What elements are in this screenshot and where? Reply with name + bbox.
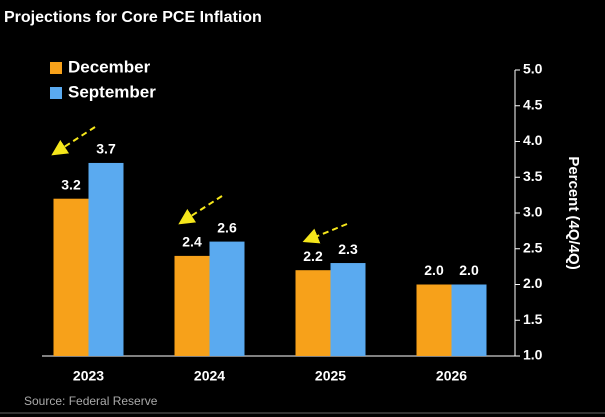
- legend-swatch: [50, 87, 62, 99]
- arrow: [302, 223, 348, 244]
- source: Source: Federal Reserve: [24, 394, 158, 408]
- bar: [295, 270, 331, 356]
- value-label: 3.2: [61, 176, 81, 192]
- y-tick-label: 1.0: [523, 347, 543, 363]
- bar: [88, 162, 124, 356]
- value-label: 2.3: [338, 241, 358, 257]
- legend-label: December: [68, 57, 151, 76]
- annotation-arrows: [51, 126, 348, 244]
- y-tick-label: 5.0: [523, 61, 543, 77]
- y-tick-label: 3.5: [523, 168, 543, 184]
- y-tick-label: 3.0: [523, 204, 543, 220]
- value-label: 2.4: [182, 234, 202, 250]
- value-label: 2.0: [424, 262, 444, 278]
- value-label: 2.2: [303, 248, 323, 264]
- bar: [330, 263, 366, 356]
- arrow: [51, 126, 96, 156]
- bar: [174, 255, 210, 356]
- x-tick-label: 2024: [194, 368, 225, 384]
- value-label: 2.6: [217, 219, 237, 235]
- x-tick-label: 2023: [73, 368, 104, 384]
- bar: [209, 241, 245, 356]
- bar: [451, 284, 487, 356]
- legend-swatch: [50, 62, 62, 74]
- y-axis-label: Percent (4Q/4Q): [565, 156, 582, 269]
- bar: [53, 198, 89, 356]
- y-tick-label: 2.0: [523, 275, 543, 291]
- x-tick-label: 2026: [436, 368, 467, 384]
- chart-title: Projections for Core PCE Inflation: [4, 9, 262, 26]
- arrow: [178, 195, 223, 225]
- value-label: 2.0: [459, 262, 479, 278]
- y-tick-label: 4.5: [523, 96, 543, 112]
- y-tick-label: 2.5: [523, 239, 543, 255]
- bar: [416, 284, 452, 356]
- legend-label: September: [68, 82, 156, 101]
- value-label: 3.7: [96, 141, 116, 157]
- y-tick-label: 4.0: [523, 132, 543, 148]
- y-tick-label: 1.5: [523, 311, 543, 327]
- x-tick-label: 2025: [315, 368, 346, 384]
